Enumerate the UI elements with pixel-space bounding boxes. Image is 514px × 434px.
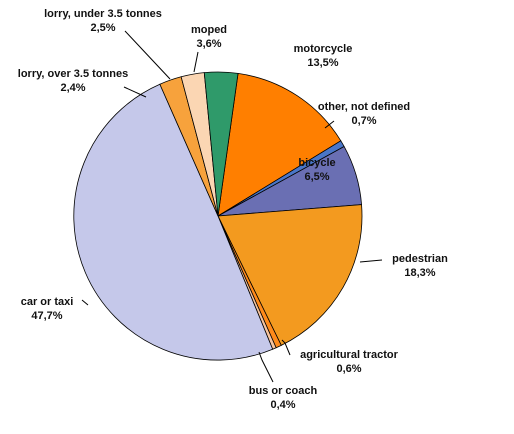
slice-value-motorcycle: 13,5%	[307, 57, 338, 69]
leader-line-agricultural-tractor	[281, 339, 291, 356]
slice-value-pedestrian: 18,3%	[404, 267, 435, 279]
slice-label-pedestrian: pedestrian	[392, 253, 448, 265]
slice-label-motorcycle: motorcycle	[294, 43, 353, 55]
leader-line-lorry-under-3-5-tonnes	[124, 30, 171, 80]
slice-value-lorry-over-3-5-tonnes: 2,4%	[60, 82, 85, 94]
slice-value-bicycle: 6,5%	[304, 171, 329, 183]
slice-value-agricultural-tractor: 0,6%	[336, 363, 361, 375]
leader-line-car-or-taxi	[81, 299, 89, 306]
slice-value-lorry-under-3-5-tonnes: 2,5%	[90, 22, 115, 34]
slice-value-bus-or-coach: 0,4%	[270, 399, 295, 411]
slice-label-moped: moped	[191, 24, 227, 36]
leader-line-lorry-over-3-5-tonnes	[123, 86, 147, 98]
pie-slice-car-or-taxi	[73, 83, 274, 361]
slice-label-lorry-under-3-5-tonnes: lorry, under 3.5 tonnes	[44, 8, 162, 20]
slice-label-other-not-defined: other, not defined	[318, 101, 410, 113]
pie-slice-motorcycle	[217, 72, 342, 217]
slice-label-bicycle: bicycle	[298, 157, 335, 169]
pie-slice-pedestrian	[217, 204, 363, 346]
slice-value-car-or-taxi: 47,7%	[31, 310, 62, 322]
pie-slice-moped	[203, 71, 239, 217]
slice-value-other-not-defined: 0,7%	[351, 115, 376, 127]
slice-label-bus-or-coach: bus or coach	[249, 385, 318, 397]
slice-label-car-or-taxi: car or taxi	[21, 296, 74, 308]
slice-label-agricultural-tractor: agricultural tractor	[300, 349, 399, 361]
leader-line-moped	[193, 51, 199, 73]
leader-line-bus-or-coach	[258, 351, 274, 383]
leader-line-other-not-defined	[324, 120, 335, 129]
slice-value-moped: 3,6%	[196, 38, 221, 50]
slice-label-lorry-over-3-5-tonnes: lorry, over 3.5 tonnes	[18, 68, 128, 80]
leader-line-pedestrian	[359, 259, 383, 263]
